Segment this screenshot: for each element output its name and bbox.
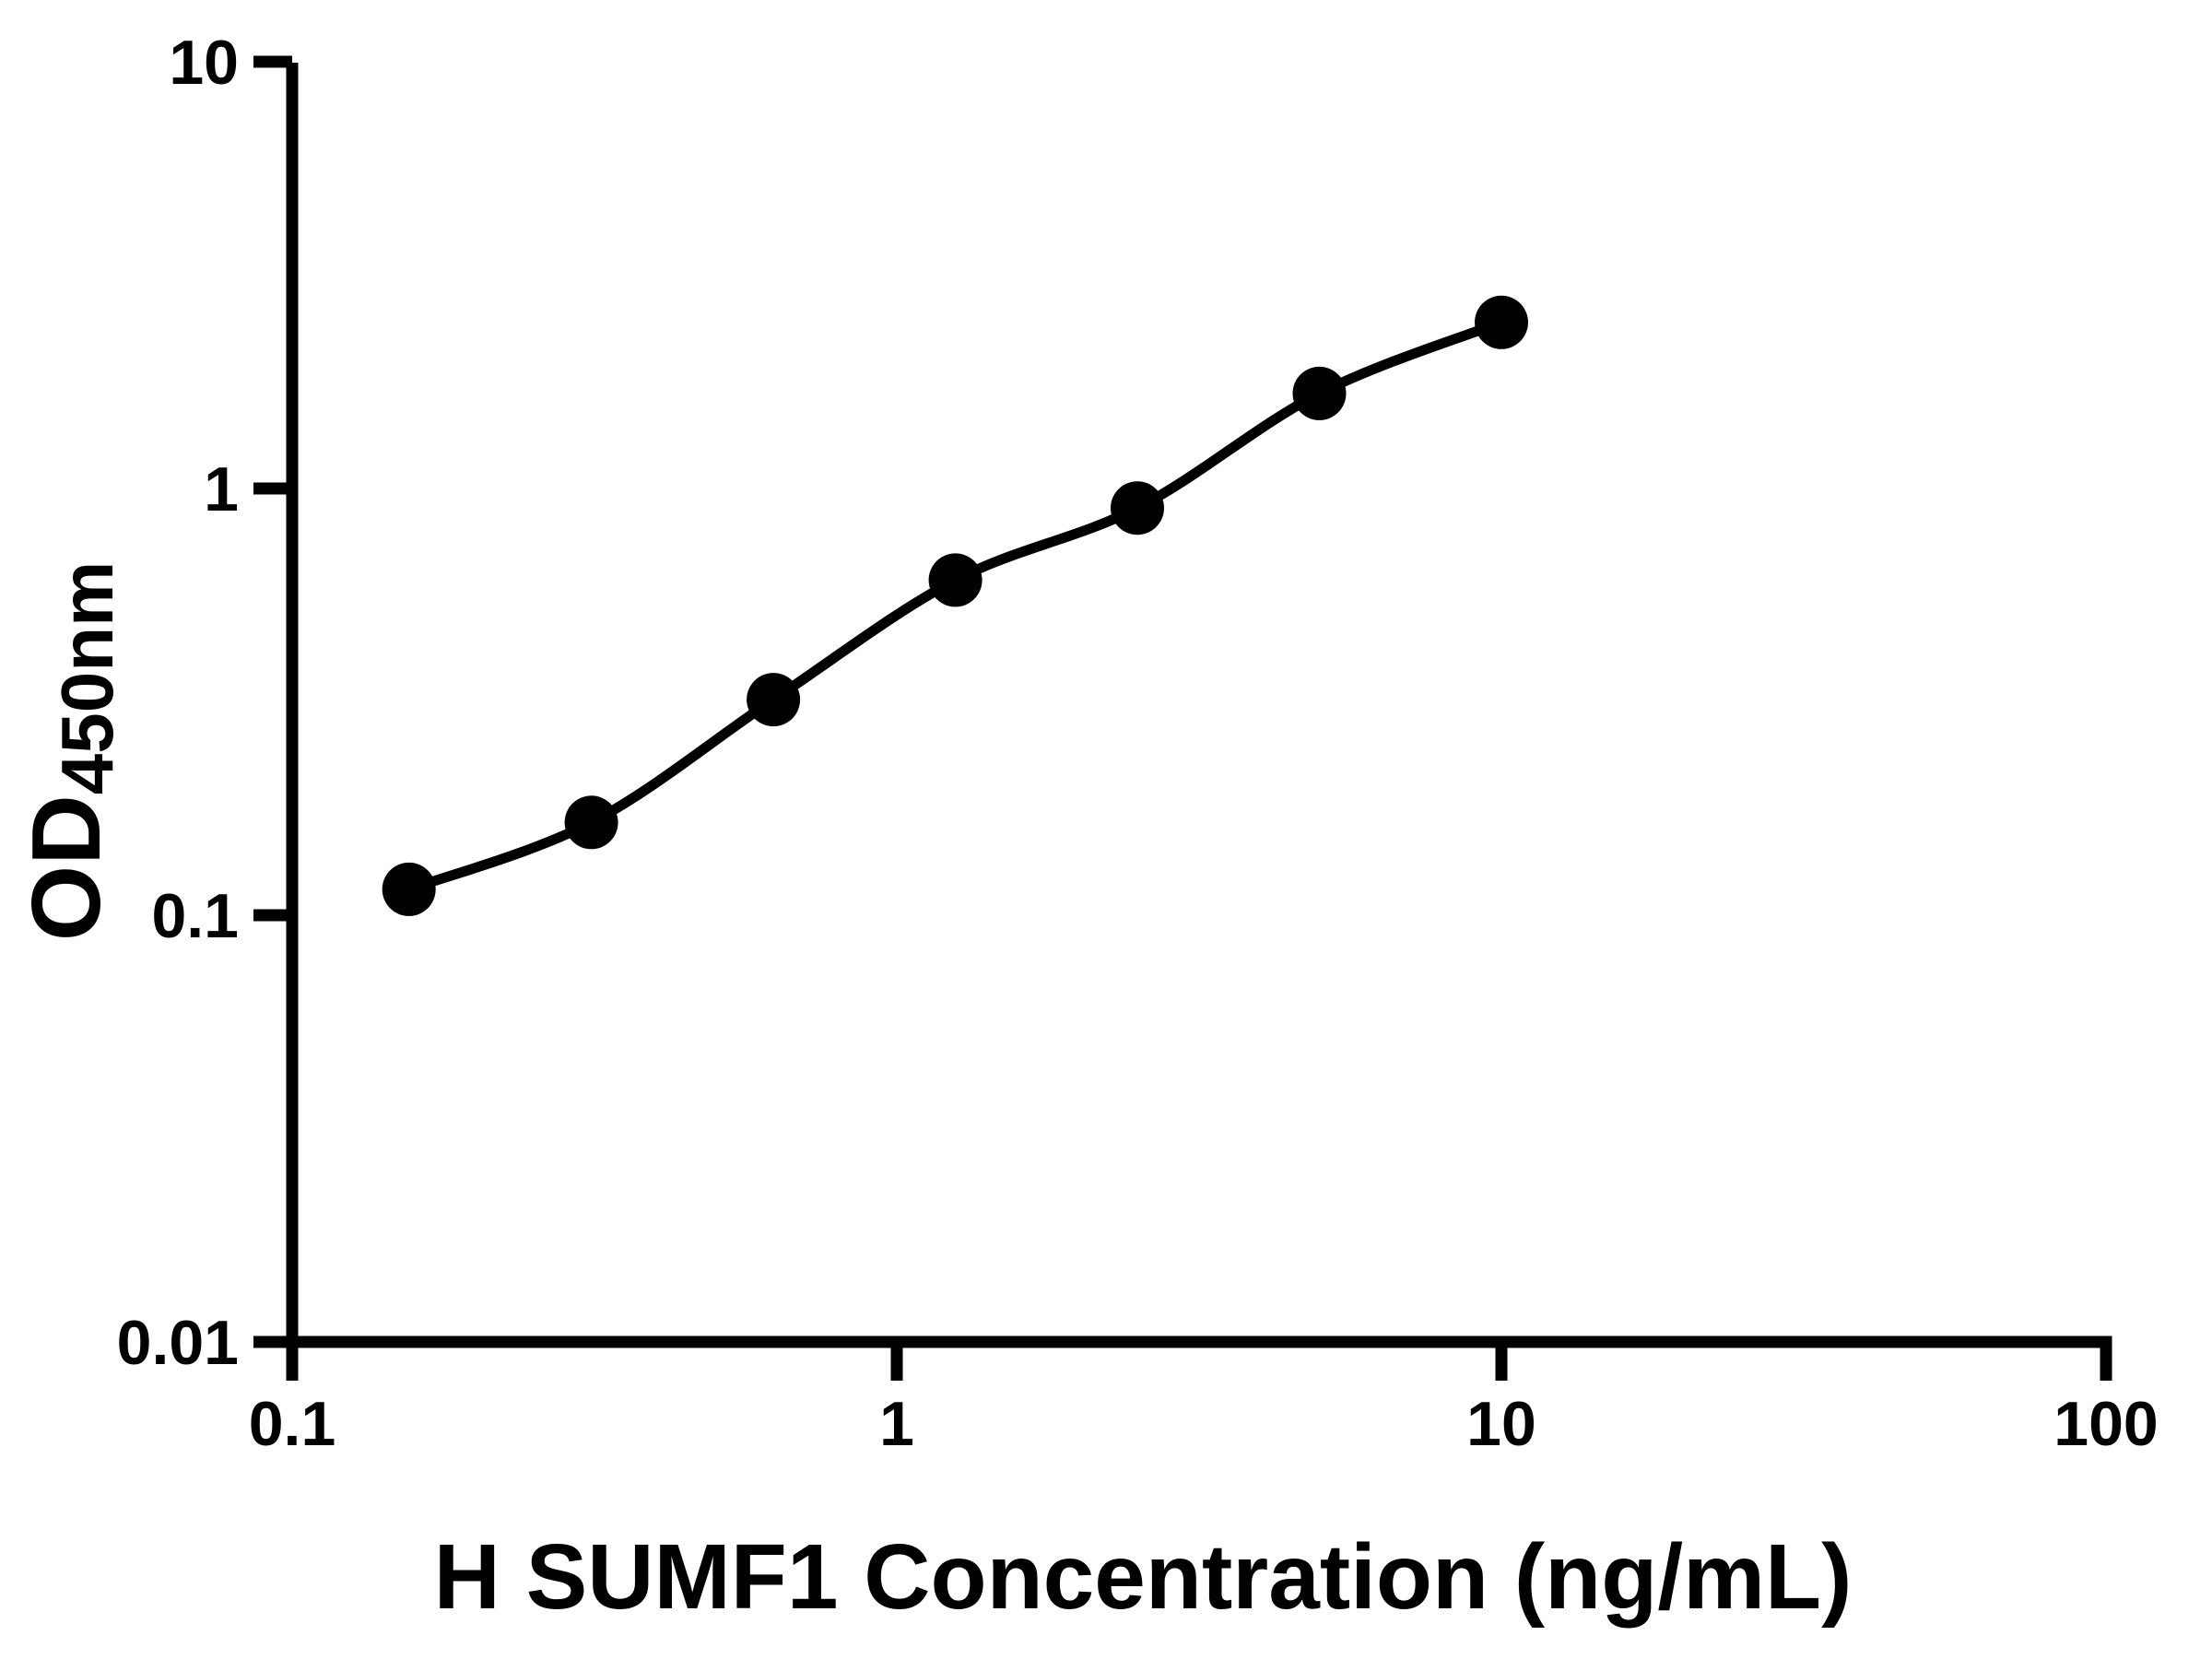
data-point-marker	[564, 795, 618, 850]
y-axis-tick-label: 10	[169, 28, 239, 98]
data-point-marker	[1475, 295, 1528, 349]
data-point-marker	[1111, 481, 1164, 535]
data-point-marker	[1292, 366, 1347, 420]
data-point-marker	[928, 553, 982, 607]
y-axis-tick-label: 0.1	[151, 881, 239, 951]
y-axis-title-main: OD	[12, 794, 121, 942]
data-point-marker	[747, 673, 801, 727]
y-axis-tick-label: 0.01	[117, 1308, 239, 1378]
y-axis-tick-label: 1	[204, 454, 239, 524]
x-axis-tick-label: 100	[2053, 1389, 2158, 1459]
x-axis-tick-label: 0.1	[249, 1389, 336, 1459]
y-axis-title-subscript: 450nm	[46, 560, 128, 795]
x-axis-tick-label: 1	[879, 1389, 914, 1459]
x-axis-title: H SUMF1 Concentration (ng/mL)	[433, 1525, 1853, 1629]
x-axis-tick-label: 10	[1466, 1389, 1536, 1459]
data-point-marker	[382, 862, 436, 916]
y-axis-title: OD450nm	[12, 561, 128, 941]
